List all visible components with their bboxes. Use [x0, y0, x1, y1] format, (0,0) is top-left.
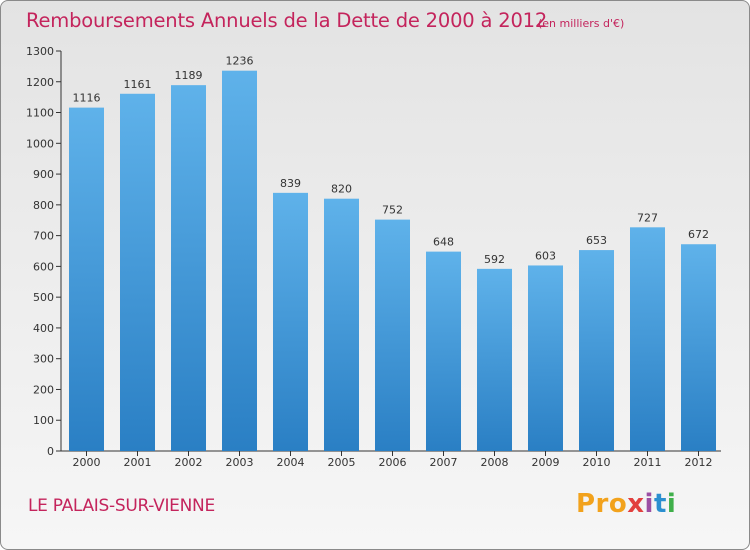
data-label: 603 [535, 249, 556, 262]
y-tick-label: 200 [33, 383, 54, 396]
bar-2001 [120, 93, 155, 452]
data-label: 672 [688, 228, 709, 241]
bar-2000 [69, 107, 104, 451]
y-tick-label: 600 [33, 260, 54, 273]
data-label: 1116 [73, 92, 101, 105]
x-tick-label: 2011 [634, 456, 662, 469]
y-tick-label: 1100 [26, 107, 54, 120]
x-tick-label: 2007 [430, 456, 458, 469]
data-label: 752 [382, 204, 403, 217]
data-label: 839 [280, 177, 301, 190]
data-label: 653 [586, 234, 607, 247]
data-label: 1236 [226, 55, 254, 68]
y-tick-label: 700 [33, 230, 54, 243]
bar-2007 [426, 251, 461, 451]
x-tick-label: 2004 [277, 456, 305, 469]
data-label: 1189 [175, 69, 203, 82]
bar-2008 [477, 268, 512, 451]
commune-name: LE PALAIS-SUR-VIENNE [28, 496, 215, 516]
y-tick-label: 1000 [26, 137, 54, 150]
x-axis: 2000 2001 2002 2003 2004 2005 2006 2007 2008 2009… [61, 450, 721, 469]
bar-2003 [222, 70, 257, 451]
bar-2011 [630, 227, 665, 451]
bar-2002 [171, 85, 206, 452]
data-label: 1161 [124, 78, 152, 91]
x-tick-label: 2012 [685, 456, 713, 469]
y-tick-label: 800 [33, 199, 54, 212]
proxiti-logo[interactable]: Proxiti [576, 489, 677, 519]
bar-2009 [528, 265, 563, 451]
y-tick-label: 300 [33, 353, 54, 366]
x-tick-label: 2006 [379, 456, 407, 469]
x-tick-label: 2005 [328, 456, 356, 469]
y-tick-label: 900 [33, 168, 54, 181]
bar-2005 [324, 198, 359, 451]
x-tick-label: 2009 [532, 456, 560, 469]
y-axis: 0 100 200 300 400 500 600 700 800 900 1000 1100 1200… [26, 45, 62, 458]
data-labels: 1116 1161 1189 1236 839 820 752 648 592 603 653 727… [73, 55, 710, 266]
bar-2006 [375, 219, 410, 451]
bars [69, 70, 716, 452]
data-label: 592 [484, 253, 505, 266]
data-label: 727 [637, 211, 658, 224]
chart-title: Remboursements Annuels de la Dette de 20… [26, 9, 548, 32]
x-tick-label: 2001 [124, 456, 152, 469]
y-tick-label: 1200 [26, 76, 54, 89]
unit-note: (en milliers d'€) [538, 17, 625, 30]
data-label: 820 [331, 183, 352, 196]
x-tick-label: 2008 [481, 456, 509, 469]
bar-2004 [273, 192, 308, 451]
y-tick-label: 1300 [26, 45, 54, 58]
y-tick-label: 400 [33, 322, 54, 335]
bar-2010 [579, 250, 614, 451]
x-tick-label: 2010 [583, 456, 611, 469]
data-label: 648 [433, 236, 454, 249]
x-tick-label: 2000 [73, 456, 101, 469]
x-tick-label: 2002 [175, 456, 203, 469]
x-tick-label: 2003 [226, 456, 254, 469]
y-tick-label: 500 [33, 291, 54, 304]
y-tick-label: 0 [47, 445, 54, 458]
y-tick-label: 100 [33, 414, 54, 427]
bar-2012 [681, 244, 716, 451]
